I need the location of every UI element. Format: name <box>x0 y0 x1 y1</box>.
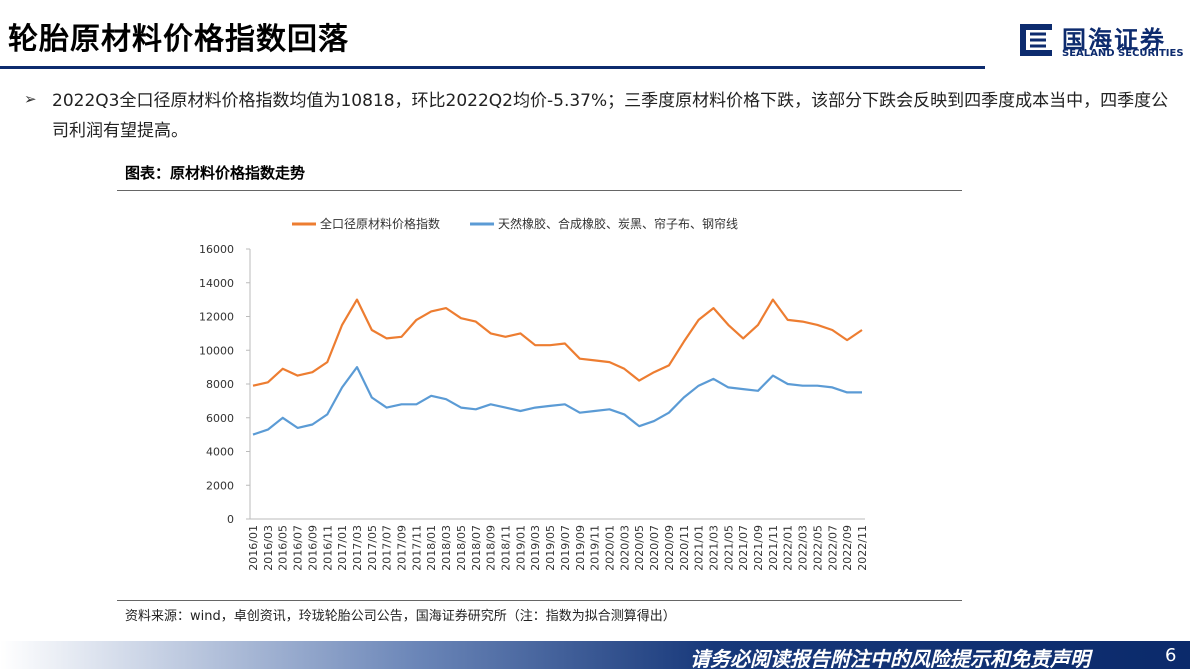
x-tick-label: 2016/11 <box>321 525 334 571</box>
x-tick-label: 2017/09 <box>396 525 409 571</box>
x-tick-label: 2019/03 <box>529 525 542 571</box>
x-tick-label: 2021/01 <box>693 525 706 571</box>
x-tick-label: 2018/11 <box>500 525 513 571</box>
caption-rule <box>117 190 962 191</box>
legend-label: 全口径原材料价格指数 <box>320 216 440 231</box>
x-tick-label: 2016/03 <box>262 525 275 571</box>
series-line <box>252 366 862 436</box>
disclaimer: 请务必阅读报告附注中的风险提示和免责声明 <box>690 647 1090 671</box>
x-tick-label: 2019/07 <box>559 525 572 571</box>
logo-icon <box>1020 24 1052 56</box>
x-tick-label: 2016/01 <box>247 525 260 571</box>
x-tick-label: 2022/05 <box>811 525 824 571</box>
x-tick-label: 2019/05 <box>544 525 557 571</box>
logo-subtext: SEALAND SECURITIES <box>1062 48 1184 59</box>
x-tick-label: 2019/09 <box>574 525 587 571</box>
x-tick-label: 2020/11 <box>678 525 691 571</box>
series-line <box>252 298 863 387</box>
x-tick-label: 2018/07 <box>470 525 483 571</box>
x-tick-label: 2021/09 <box>752 525 765 571</box>
y-tick-label: 0 <box>227 513 234 526</box>
y-tick-label: 16000 <box>199 243 234 256</box>
page-number: 6 <box>1165 645 1177 666</box>
x-tick-label: 2021/07 <box>737 525 750 571</box>
x-tick-label: 2018/03 <box>440 525 453 571</box>
x-tick-label: 2016/07 <box>292 525 305 571</box>
x-tick-label: 2021/11 <box>767 525 780 571</box>
x-tick-label: 2020/01 <box>603 525 616 571</box>
x-tick-label: 2019/11 <box>589 525 602 571</box>
x-tick-label: 2021/05 <box>722 525 735 571</box>
y-tick-label: 6000 <box>206 412 234 425</box>
x-tick-label: 2016/09 <box>306 525 319 571</box>
slide-title: 轮胎原材料价格指数回落 <box>8 22 349 57</box>
x-tick-label: 2021/03 <box>707 525 720 571</box>
x-tick-label: 2016/05 <box>277 525 290 571</box>
x-tick-label: 2018/05 <box>455 525 468 571</box>
legend-label: 天然橡胶、合成橡胶、炭黑、帘子布、钢帘线 <box>498 216 738 231</box>
x-tick-label: 2022/03 <box>797 525 810 571</box>
logo-text: 国海证券 <box>1062 26 1166 54</box>
x-tick-label: 2017/07 <box>381 525 394 571</box>
source-note: 资料来源：wind，卓创资讯，玲珑轮胎公司公告，国海证券研究所（注：指数为拟合测… <box>125 609 676 624</box>
source-rule <box>117 600 962 601</box>
x-tick-label: 2020/09 <box>663 525 676 571</box>
header-rule <box>0 66 985 69</box>
y-tick-label: 2000 <box>206 479 234 492</box>
y-tick-label: 12000 <box>199 311 234 324</box>
x-tick-label: 2020/05 <box>633 525 646 571</box>
y-tick-label: 4000 <box>206 446 234 459</box>
x-tick-label: 2022/01 <box>782 525 795 571</box>
chart-caption: 图表：原材料价格指数走势 <box>125 164 306 182</box>
x-tick-label: 2017/01 <box>336 525 349 571</box>
x-tick-label: 2017/03 <box>351 525 364 571</box>
x-tick-label: 2018/01 <box>425 525 438 571</box>
x-tick-label: 2022/11 <box>856 525 869 571</box>
footer-bar <box>0 641 1190 669</box>
chart: 0 2000 4000 6000 8000 10000 12000 14000 16000 201… <box>199 216 869 571</box>
x-tick-label: 2017/05 <box>366 525 379 571</box>
bullet-text: 2022Q3全口径原材料价格指数均值为10818，环比2022Q2均价-5.37… <box>52 91 1169 141</box>
x-tick-label: 2022/07 <box>826 525 839 571</box>
x-tick-label: 2017/11 <box>410 525 423 571</box>
x-tick-label: 2020/03 <box>618 525 631 571</box>
x-tick-label: 2022/09 <box>841 525 854 571</box>
y-tick-label: 14000 <box>199 277 234 290</box>
y-tick-label: 10000 <box>199 344 234 357</box>
x-tick-label: 2018/09 <box>485 525 498 571</box>
x-tick-label: 2019/01 <box>514 525 527 571</box>
bullet-marker: ➢ <box>24 90 37 108</box>
y-tick-label: 8000 <box>206 378 234 391</box>
x-tick-label: 2020/07 <box>648 525 661 571</box>
